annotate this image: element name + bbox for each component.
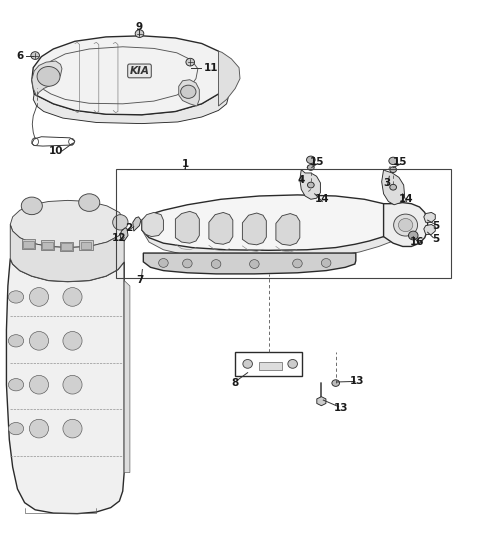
Ellipse shape: [308, 182, 314, 188]
Ellipse shape: [288, 360, 298, 368]
Polygon shape: [276, 213, 300, 245]
Ellipse shape: [8, 335, 24, 347]
Ellipse shape: [243, 360, 252, 368]
Bar: [235, 352, 302, 376]
Ellipse shape: [63, 288, 82, 306]
Ellipse shape: [37, 67, 60, 86]
Text: 9: 9: [136, 22, 143, 32]
Text: 7: 7: [136, 276, 143, 285]
Polygon shape: [142, 212, 163, 236]
Ellipse shape: [394, 214, 418, 236]
Text: 10: 10: [49, 146, 63, 156]
Text: 6: 6: [16, 51, 24, 60]
Ellipse shape: [398, 218, 413, 232]
Ellipse shape: [389, 157, 397, 164]
Polygon shape: [10, 224, 124, 282]
Polygon shape: [133, 217, 141, 231]
Ellipse shape: [8, 378, 24, 391]
Text: 13: 13: [349, 376, 364, 387]
Polygon shape: [384, 202, 428, 246]
Ellipse shape: [409, 232, 417, 239]
Ellipse shape: [79, 194, 100, 211]
Polygon shape: [32, 61, 62, 96]
Polygon shape: [10, 200, 124, 248]
Ellipse shape: [308, 164, 314, 170]
Polygon shape: [142, 195, 398, 250]
Bar: [23, 241, 34, 248]
Text: 3: 3: [384, 178, 391, 188]
Ellipse shape: [186, 58, 194, 66]
Bar: [259, 362, 282, 371]
Text: 5: 5: [432, 234, 440, 244]
Ellipse shape: [29, 332, 48, 350]
Ellipse shape: [29, 288, 48, 306]
Text: 8: 8: [231, 377, 239, 388]
Ellipse shape: [307, 156, 315, 163]
Polygon shape: [242, 213, 266, 245]
Text: 2: 2: [125, 223, 132, 233]
Polygon shape: [120, 228, 128, 241]
Ellipse shape: [293, 259, 302, 268]
Polygon shape: [382, 169, 405, 205]
Ellipse shape: [182, 259, 192, 268]
Text: 15: 15: [309, 157, 324, 167]
Ellipse shape: [8, 422, 24, 435]
Ellipse shape: [322, 258, 331, 267]
Bar: [42, 242, 53, 249]
Polygon shape: [424, 212, 435, 222]
Text: 11: 11: [204, 63, 218, 73]
Ellipse shape: [158, 258, 168, 267]
Text: 14: 14: [399, 194, 414, 204]
Text: 12: 12: [112, 233, 127, 243]
Ellipse shape: [390, 184, 396, 190]
Polygon shape: [424, 224, 435, 234]
Polygon shape: [32, 137, 75, 146]
Ellipse shape: [250, 260, 259, 268]
Polygon shape: [32, 36, 231, 115]
Ellipse shape: [63, 332, 82, 350]
Polygon shape: [317, 397, 326, 406]
Text: 15: 15: [393, 157, 408, 167]
Text: KIA: KIA: [130, 66, 149, 76]
Text: 4: 4: [298, 174, 305, 185]
Text: 14: 14: [315, 194, 330, 204]
Polygon shape: [124, 280, 130, 472]
Text: 16: 16: [410, 237, 424, 247]
Bar: [41, 240, 54, 250]
Polygon shape: [175, 211, 199, 243]
Polygon shape: [6, 258, 124, 514]
Bar: [79, 240, 93, 250]
Text: 5: 5: [432, 221, 440, 230]
Ellipse shape: [113, 214, 128, 230]
Ellipse shape: [211, 260, 221, 268]
Ellipse shape: [8, 291, 24, 303]
Ellipse shape: [63, 419, 82, 438]
Polygon shape: [144, 253, 356, 274]
Ellipse shape: [21, 197, 42, 215]
Ellipse shape: [332, 380, 339, 386]
Polygon shape: [300, 169, 321, 199]
Ellipse shape: [180, 85, 196, 98]
Bar: [60, 241, 73, 251]
Bar: [61, 243, 72, 250]
Polygon shape: [142, 222, 408, 261]
Ellipse shape: [31, 52, 39, 59]
Bar: [22, 239, 35, 249]
Polygon shape: [218, 51, 240, 106]
Ellipse shape: [135, 30, 144, 37]
Ellipse shape: [63, 376, 82, 394]
Polygon shape: [33, 83, 228, 124]
Ellipse shape: [408, 231, 418, 240]
Bar: [81, 242, 91, 249]
Ellipse shape: [29, 376, 48, 394]
Text: 13: 13: [334, 403, 348, 412]
Ellipse shape: [390, 167, 396, 173]
Polygon shape: [209, 212, 233, 244]
Ellipse shape: [29, 419, 48, 438]
Text: 1: 1: [181, 159, 189, 169]
Polygon shape: [179, 80, 199, 106]
